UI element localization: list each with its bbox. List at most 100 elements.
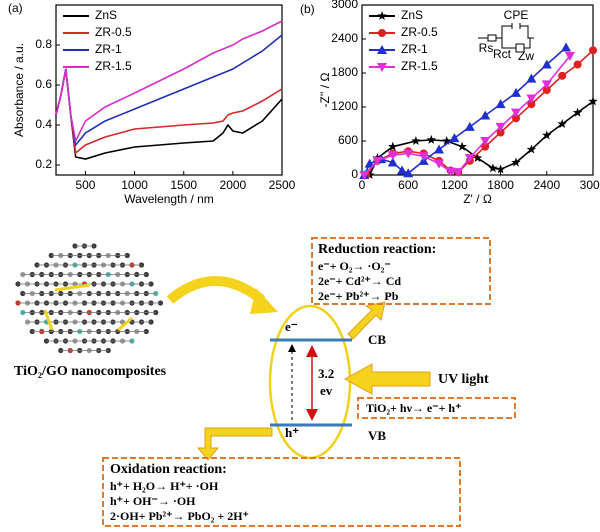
panel-label: (a) — [8, 1, 23, 15]
marker — [541, 80, 552, 90]
marker — [457, 141, 467, 151]
marker — [589, 46, 597, 55]
reduction-line: 2e⁻+ Pb²⁺→ Pb — [318, 289, 399, 303]
gap-value: 3.2 — [318, 366, 334, 381]
oxidation-line: 2·OH+ Pb²⁺→ PbO₂ + 2H⁺ — [110, 509, 249, 523]
graphene-illustration — [15, 243, 164, 354]
series-line — [368, 100, 594, 176]
series-line — [55, 34, 283, 147]
x-tick-label: 2400 — [533, 178, 560, 192]
tio2-rod — [54, 283, 91, 292]
reduction-line: 2e⁻+ Cd²⁺→ Cd — [318, 274, 401, 288]
marker — [377, 45, 387, 54]
y-tick-label: 1800 — [331, 65, 358, 79]
tio2-rod — [117, 316, 133, 332]
legend-label: ZR-1.5 — [401, 59, 438, 73]
marker — [542, 86, 551, 94]
marker — [397, 165, 408, 175]
marker — [441, 136, 452, 146]
marker — [377, 63, 387, 72]
excitation-equation: TiO₂+ hν→ e⁻+ h⁺ — [366, 401, 461, 415]
panel-label: (b) — [300, 2, 315, 16]
circuit-label: CPE — [504, 8, 529, 22]
oxidation-title: Oxidation reaction: — [110, 462, 227, 477]
legend-label: ZR-0.5 — [95, 25, 132, 39]
y-tick-label: 600 — [338, 133, 358, 147]
tio2-rod — [43, 309, 54, 331]
circuit-label: Zw — [518, 49, 534, 63]
series-line — [363, 46, 567, 176]
legend-label: ZnS — [95, 8, 117, 22]
marker — [561, 42, 572, 52]
marker — [558, 71, 567, 80]
x-tick-label: 600 — [398, 178, 418, 192]
marker — [434, 159, 444, 169]
marker — [564, 52, 575, 61]
oxidation-line: h⁺+ H₂O→ H⁺+ ·OH — [110, 479, 219, 493]
y-tick-label: 0.4 — [35, 117, 52, 131]
marker — [495, 99, 506, 109]
series-line — [55, 68, 283, 155]
legend-label: ZR-1.5 — [95, 59, 132, 73]
circuit — [478, 23, 534, 53]
yellow-arrow — [166, 276, 266, 304]
oxidation-arrow — [196, 427, 273, 461]
marker — [511, 87, 521, 97]
marker — [426, 134, 437, 144]
marker — [387, 151, 398, 161]
material-label: TiO₂/GO nanocomposites — [14, 364, 167, 379]
y-tick-label: 0.8 — [35, 37, 52, 51]
marker — [464, 121, 475, 131]
marker — [434, 144, 444, 154]
x-tick-label: 1800 — [487, 178, 514, 192]
x-tick-label: 2500 — [269, 178, 296, 192]
marker — [387, 157, 398, 167]
marker — [480, 137, 491, 146]
marker — [418, 152, 429, 162]
marker — [445, 167, 456, 177]
marker — [572, 107, 583, 117]
x-axis-label: Z' / Ω — [463, 192, 492, 206]
x-tick-label: 1500 — [170, 178, 197, 192]
legend-label: ZnS — [401, 8, 423, 22]
reduction-box — [311, 237, 491, 305]
marker — [512, 114, 520, 123]
reduction-line: e⁻+ O₂→ ·O₂⁻ — [318, 259, 391, 273]
marker — [511, 108, 521, 118]
y-tick-label: 2400 — [331, 31, 358, 45]
vb-label: VB — [368, 428, 386, 443]
marker — [372, 156, 383, 166]
x-tick-label: 500 — [75, 178, 95, 192]
marker — [453, 168, 464, 178]
marker — [527, 100, 536, 109]
circuit-label: Rs — [479, 41, 494, 55]
circuit-label: Rct — [493, 47, 512, 61]
legend-label: ZR-1 — [95, 42, 122, 56]
y-tick-label: 0 — [351, 167, 358, 181]
marker — [388, 141, 398, 151]
reduction-arrow — [347, 301, 386, 340]
marker — [472, 153, 483, 163]
legend-label: ZR-0.5 — [401, 25, 438, 39]
legend-label: ZR-1 — [401, 42, 428, 56]
marker — [464, 154, 475, 163]
marker — [573, 60, 582, 69]
marker — [526, 144, 537, 154]
marker — [403, 149, 414, 159]
uv-arrow — [343, 363, 431, 395]
y-tick-label: 0.6 — [35, 77, 52, 91]
marker — [542, 130, 552, 140]
hole: h⁺ — [285, 425, 299, 440]
marker — [403, 168, 414, 178]
y-tick-label: 0.2 — [35, 157, 52, 171]
series-line — [55, 68, 283, 160]
particle — [268, 304, 352, 460]
series-line — [55, 20, 283, 144]
y-tick-label: 1200 — [331, 99, 358, 113]
x-tick-label: 2000 — [220, 178, 247, 192]
oxidation-line: h⁺+ OH⁻→ ·OH — [110, 494, 196, 508]
plot-frame — [361, 4, 594, 176]
uv-label: UV light — [438, 372, 489, 387]
x-tick-label: 1200 — [441, 178, 468, 192]
